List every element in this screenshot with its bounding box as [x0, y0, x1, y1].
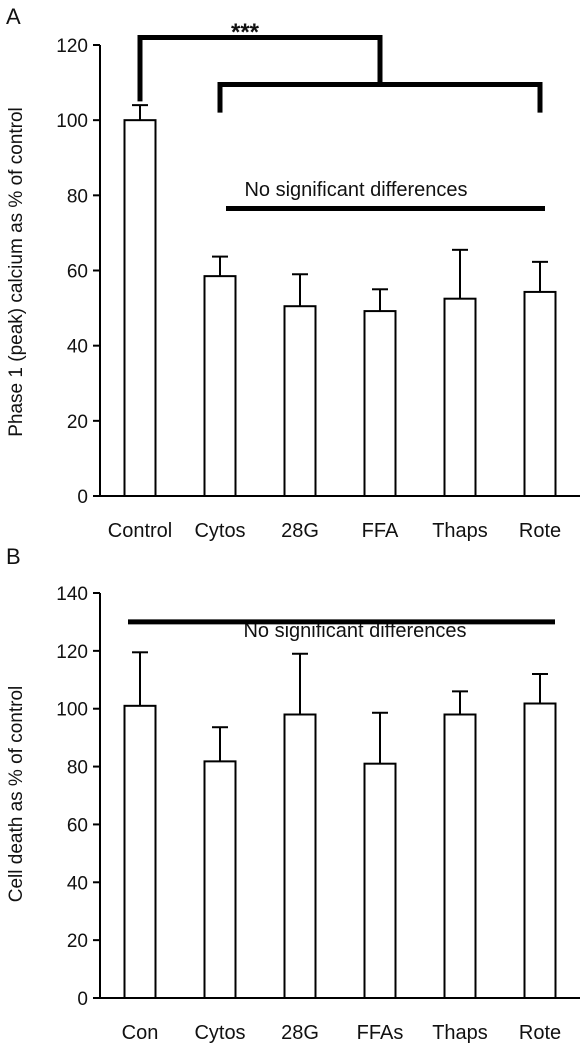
panel-a-bar [363, 310, 397, 497]
panel-a-category-label: Rote [519, 520, 561, 542]
panel-b-category-label: Thaps [432, 1022, 488, 1044]
panel-a-chart: A Phase 1 (peak) calcium as % of control… [6, 4, 580, 542]
panel-a-y-tick-label: 20 [67, 412, 88, 433]
panel-a-y-tick-label: 120 [56, 36, 88, 57]
panel-a-no-difference-label: No significant differences [244, 179, 467, 201]
panel-b-category-label: 28G [281, 1022, 319, 1044]
panel-b-bar [443, 713, 477, 999]
panel-b-category-label: FFAs [357, 1022, 404, 1044]
panel-b-plot-area: 0 20 40 60 80 100 120 140 Con Cytos 28G FFAs Thaps Ro… [56, 584, 580, 1044]
panel-b-y-tick-label: 80 [67, 758, 88, 779]
panel-a-y-axis-label: Phase 1 (peak) calcium as % of control [6, 107, 27, 437]
panel-a-significance-stars: *** [231, 19, 260, 46]
panel-a-plot-area: 0 20 40 60 80 100 120 Control Cytos 28G FFA Thaps Ro… [56, 34, 580, 542]
panel-a-y-tick-label: 100 [56, 111, 88, 132]
panel-b-letter: B [6, 544, 21, 569]
panel-b-y-tick-label: 100 [56, 700, 88, 721]
panel-b-y-tick-label: 0 [77, 989, 88, 1010]
panel-a-category-label: FFA [362, 520, 399, 542]
panel-b-y-tick-label: 40 [67, 873, 88, 894]
panel-b-category-label: Con [122, 1022, 159, 1044]
panel-b-bar [363, 762, 397, 1000]
panel-a-y-tick-label: 0 [77, 487, 88, 508]
panel-a-significance-bracket [137, 34, 383, 102]
panel-b-no-difference-label: No significant differences [243, 620, 466, 642]
panel-b-category-label: Rote [519, 1022, 561, 1044]
panel-a-bar [123, 119, 157, 498]
panel-a-letter: A [6, 4, 21, 29]
panel-a-y-tick-label: 40 [67, 337, 88, 358]
panel-b-bar [283, 713, 317, 999]
panel-a-bar [203, 275, 237, 498]
panel-a-y-tick-label: 60 [67, 262, 88, 283]
panel-b-y-tick-label: 60 [67, 815, 88, 836]
panel-b-category-label: Cytos [194, 1022, 245, 1044]
panel-b-y-tick-label: 120 [56, 642, 88, 663]
panel-a-category-label: Thaps [432, 520, 488, 542]
panel-b-bar [203, 760, 237, 999]
panel-a-category-label: 28G [281, 520, 319, 542]
panel-b-bar [523, 702, 557, 999]
panel-a-bar [443, 297, 477, 497]
panel-a-category-label: Cytos [194, 520, 245, 542]
panel-b-chart: B Cell death as % of control No signific… [6, 544, 580, 1044]
panel-a-category-label: Control [108, 520, 172, 542]
panel-b-y-axis-label: Cell death as % of control [6, 686, 27, 903]
panel-b-bar [123, 704, 157, 999]
panel-a-bar [523, 290, 557, 497]
panel-a-treatment-bracket [217, 81, 543, 113]
panel-b-y-tick-label: 140 [56, 584, 88, 605]
panel-a-bar [283, 305, 317, 497]
panel-a-y-tick-label: 80 [67, 186, 88, 207]
panel-b-y-tick-label: 20 [67, 931, 88, 952]
